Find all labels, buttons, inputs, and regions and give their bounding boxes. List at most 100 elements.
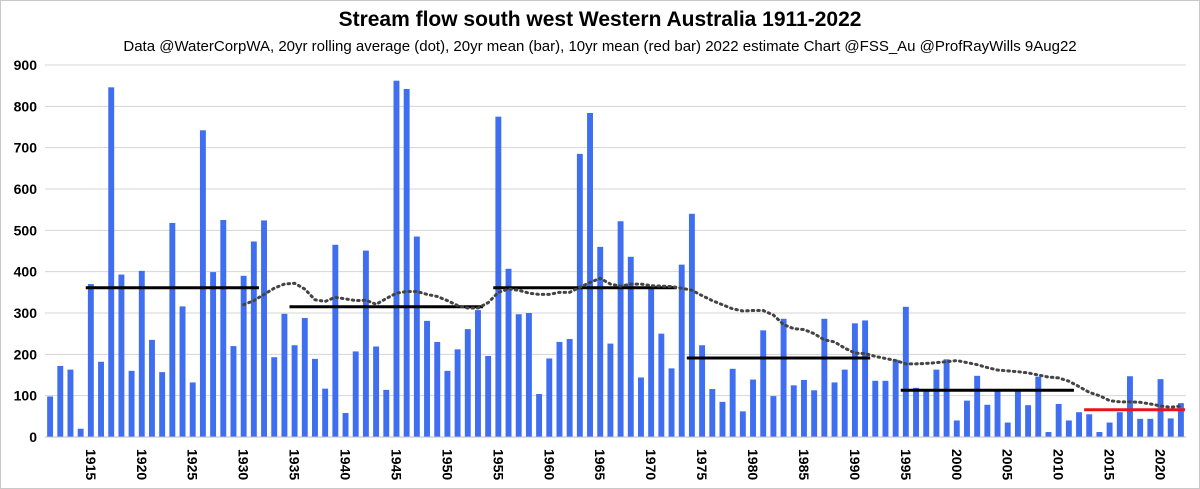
x-tick-label: 1985 <box>796 449 812 480</box>
bar <box>974 375 981 437</box>
x-tick-label: 1965 <box>592 449 608 480</box>
bar <box>383 389 390 437</box>
bar <box>1035 376 1042 437</box>
bar <box>1014 390 1021 437</box>
bar <box>597 246 604 437</box>
bar <box>709 389 716 437</box>
bar <box>291 345 298 437</box>
bar <box>638 377 644 437</box>
bar <box>1086 414 1093 437</box>
bar <box>515 314 522 437</box>
bar <box>576 153 583 437</box>
bar <box>1045 432 1052 437</box>
bar <box>648 286 655 437</box>
bar <box>475 310 481 437</box>
bar <box>322 388 329 437</box>
bar <box>413 236 420 437</box>
bar <box>332 244 339 437</box>
bar <box>1177 403 1184 437</box>
bar <box>851 323 858 437</box>
bar <box>189 382 196 437</box>
bar <box>862 320 869 437</box>
y-tick-label: 100 <box>14 388 38 404</box>
bar <box>444 370 451 437</box>
bar <box>760 330 767 437</box>
y-tick-label: 500 <box>14 222 38 238</box>
bar <box>169 222 176 437</box>
bar <box>342 413 349 437</box>
bar <box>984 404 991 437</box>
bar <box>393 80 400 437</box>
bar <box>1076 412 1082 437</box>
x-tick-label: 1915 <box>83 449 99 480</box>
bar <box>770 396 777 437</box>
bar <box>149 339 155 437</box>
bar <box>230 346 237 437</box>
y-tick-label: 200 <box>14 346 38 362</box>
x-tick-label: 1980 <box>745 449 761 480</box>
mean-lines <box>85 286 1185 412</box>
bar-series <box>47 80 1184 438</box>
bar <box>403 88 410 438</box>
bar <box>1157 379 1164 437</box>
y-tick-label: 700 <box>14 140 38 156</box>
y-tick-label: 600 <box>14 181 38 197</box>
x-tick-label: 1950 <box>439 449 455 480</box>
bar <box>47 396 54 437</box>
bar <box>98 361 104 437</box>
bar <box>495 116 502 438</box>
bar <box>210 272 217 437</box>
x-tick-label: 1995 <box>898 449 914 480</box>
bar <box>546 358 553 437</box>
bar <box>1055 403 1062 437</box>
bar <box>953 420 960 437</box>
bar <box>719 401 726 437</box>
bar <box>77 428 84 437</box>
bar <box>790 385 797 437</box>
x-axis: 1915 1920 1925 1930 1935 1940 1945 1950 1955 1960… <box>45 436 1186 480</box>
chart-title: Stream flow south west Western Australia… <box>338 8 862 31</box>
bar <box>1096 432 1103 437</box>
bar <box>913 387 919 437</box>
bar <box>1116 412 1123 437</box>
bar <box>1025 405 1032 437</box>
bar <box>668 368 675 437</box>
y-tick-label: 0 <box>29 429 37 445</box>
bar <box>434 341 441 437</box>
bar <box>485 355 492 437</box>
bar <box>250 241 257 437</box>
x-tick-label: 1940 <box>338 449 354 480</box>
bar <box>373 346 380 437</box>
bar <box>821 318 828 437</box>
bar <box>658 333 665 437</box>
bar <box>923 389 930 437</box>
x-tick-label: 2005 <box>1000 449 1016 480</box>
x-tick-label: 2000 <box>949 449 965 480</box>
bar <box>281 313 288 437</box>
bar <box>67 369 74 437</box>
rolling-average-line <box>242 276 1183 409</box>
x-tick-label: 1960 <box>541 449 557 480</box>
bar <box>678 264 685 437</box>
bar <box>271 357 278 437</box>
bar <box>688 213 695 437</box>
x-tick-label: 1925 <box>185 449 201 480</box>
bar <box>801 379 807 437</box>
bar <box>566 339 573 437</box>
bar <box>994 390 1001 437</box>
bar <box>1137 418 1144 437</box>
bar <box>159 372 166 437</box>
bar <box>617 221 624 437</box>
bar <box>882 380 889 437</box>
bar <box>841 369 848 437</box>
bar <box>505 268 512 437</box>
bar <box>780 318 787 437</box>
bar <box>362 250 369 437</box>
x-tick-label: 1955 <box>490 449 506 480</box>
bar <box>240 275 247 437</box>
bar <box>607 343 614 437</box>
y-tick-label: 900 <box>14 57 38 73</box>
bar <box>1147 418 1154 437</box>
bar <box>556 341 563 437</box>
